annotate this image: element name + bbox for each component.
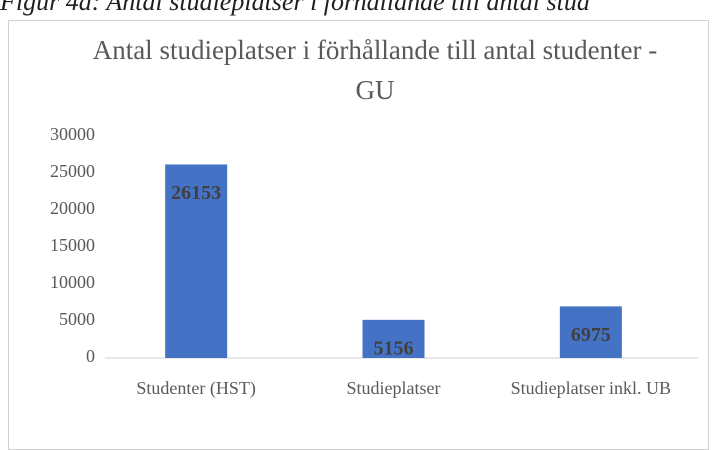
y-tick-label: 25000 [50, 161, 95, 181]
y-tick-label: 20000 [50, 198, 95, 218]
x-tick-label: Studenter (HST) [136, 378, 256, 398]
chart-title: Antal studieplatser i förhållande till a… [92, 35, 658, 105]
caption: Figur 4a: Antal studieplatser i förhålla… [0, 0, 590, 16]
data-label: 6975 [571, 324, 611, 346]
y-tick-label: 30000 [50, 124, 95, 144]
data-label: 26153 [171, 182, 221, 204]
y-tick-label: 0 [86, 346, 95, 366]
bar [362, 319, 425, 358]
data-label: 5156 [374, 337, 414, 359]
y-tick-label: 5000 [59, 309, 95, 329]
x-tick-label: Studieplatser inkl. UB [510, 378, 672, 398]
x-tick-label: Studieplatser [346, 378, 441, 398]
bar [559, 306, 622, 358]
y-tick-label: 10000 [50, 272, 95, 292]
bar [165, 164, 228, 358]
chart: 0 5000 10000 15000 20000 25000 30000 26153 5156 6… [50, 124, 698, 366]
y-tick-label: 15000 [50, 235, 95, 255]
